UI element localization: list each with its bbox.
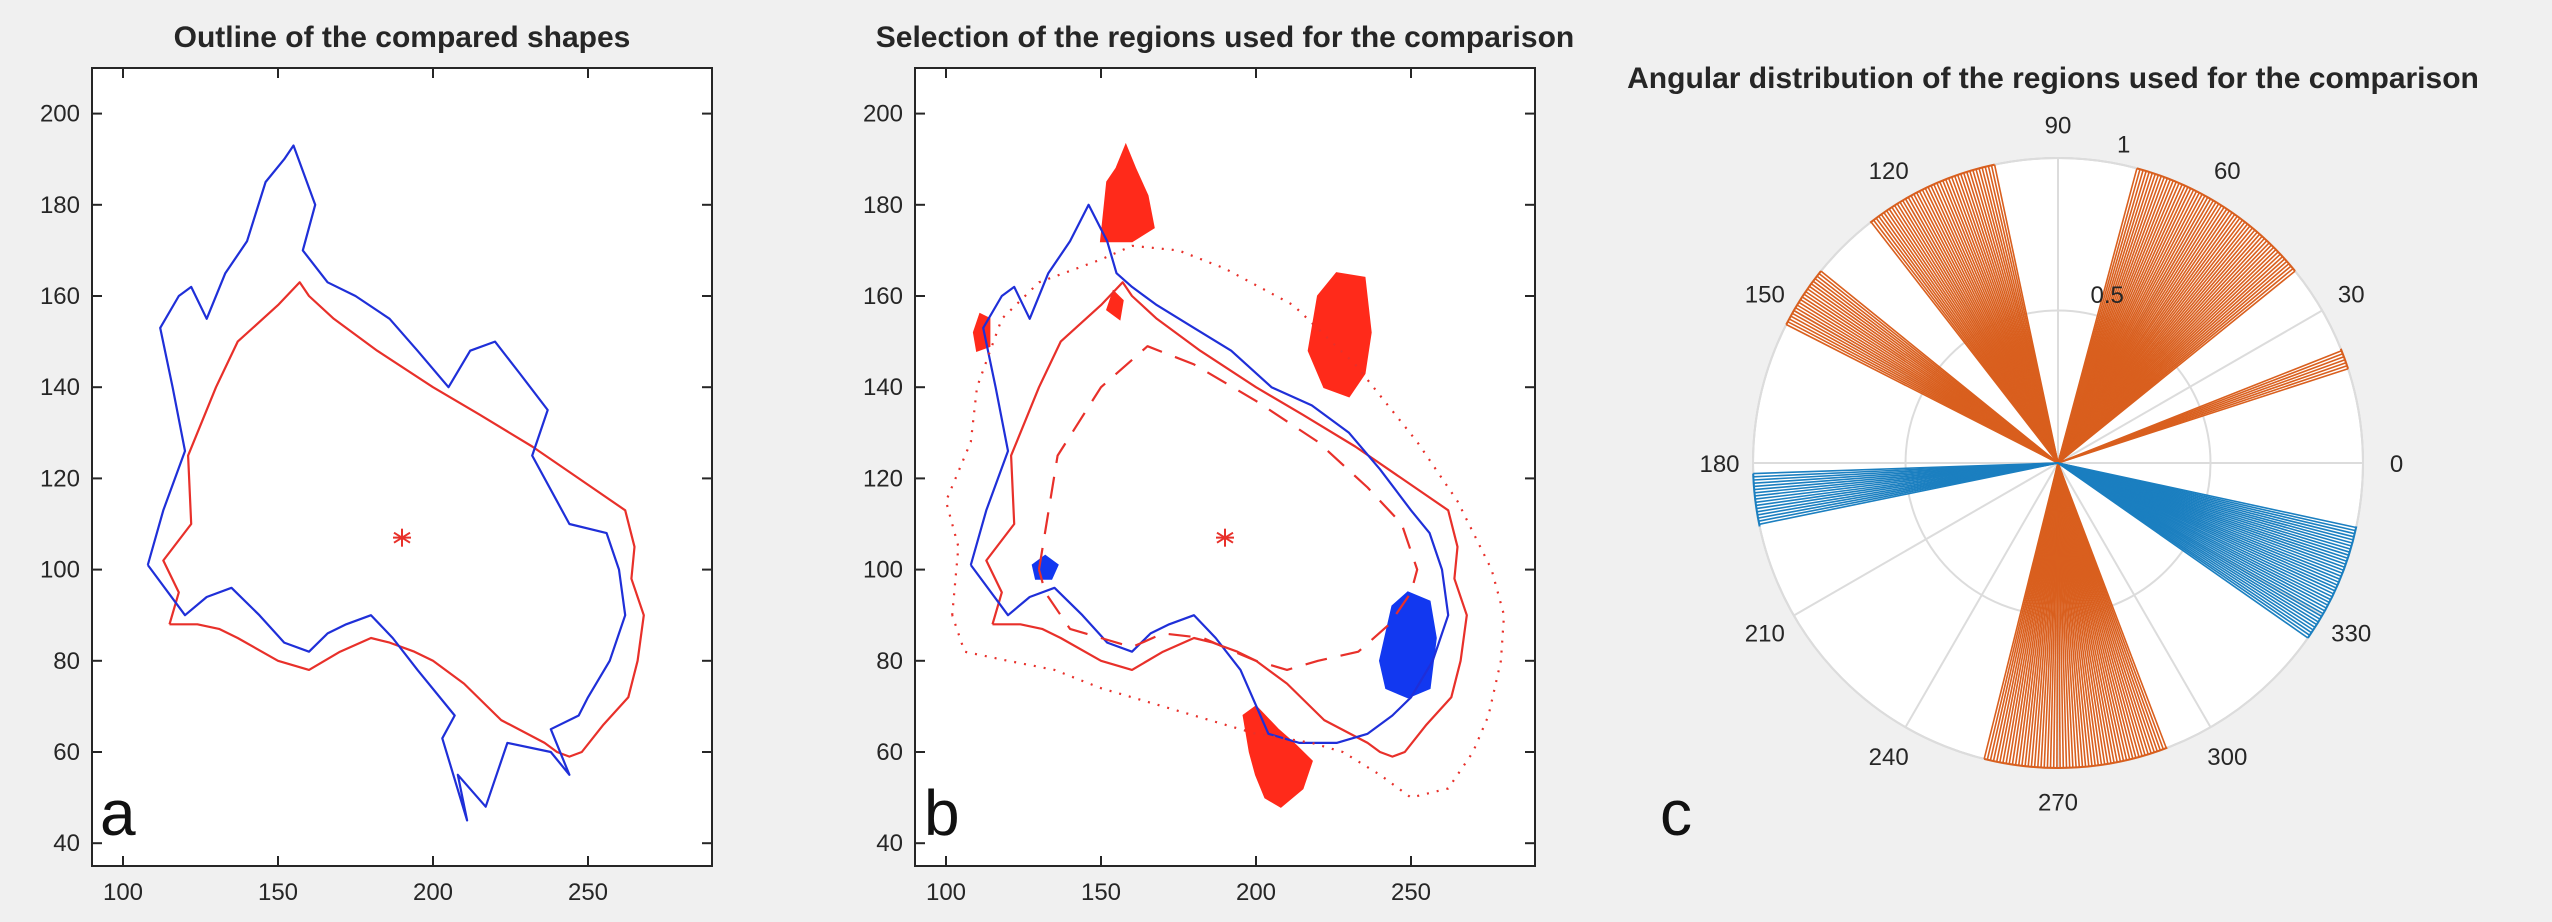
polar-sector-3 (2057, 348, 2350, 464)
panel-a-series-line-1 (146, 144, 627, 822)
panel-b-region-4 (1242, 705, 1313, 808)
polar-theta-label: 0 (2390, 451, 2403, 478)
panel-a-centroid-marker (393, 528, 411, 547)
panel-a-xtick-label: 100 (103, 879, 143, 906)
panel-a-series (146, 144, 645, 822)
panel-c-polar-axes: 0 30 60 90 120 150 180 210 240 270 300 330 0.5 1 (1699, 112, 2403, 816)
polar-theta-label: 210 (1745, 620, 1785, 647)
panel-letter-c: c (1660, 777, 1692, 849)
panel-b-ytick-label: 120 (863, 465, 903, 492)
panel-b-series-line-1 (969, 203, 1450, 745)
polar-theta-gridline (1793, 462, 2059, 617)
polar-theta-label: 150 (1745, 282, 1785, 309)
polar-theta-label: 180 (1699, 451, 1739, 478)
panel-b-series-line-3 (944, 244, 1506, 799)
polar-r-label: 0.5 (2091, 282, 2124, 309)
polar-sector-0 (2057, 167, 2296, 464)
polar-theta-label: 270 (2038, 790, 2078, 817)
panel-b-region-6 (1378, 591, 1437, 699)
panel-b-ticks: 100 150 200 250 40 60 80 100 120 140 160 180 200 (863, 68, 1535, 906)
panel-b-region-0 (1099, 142, 1155, 243)
panel-b-ytick-label: 80 (876, 648, 903, 675)
panel-b-title: Selection of the regions used for the co… (876, 21, 1574, 54)
panel-a-ytick-label: 60 (53, 739, 80, 766)
panel-a-outline-plot: Outline of the compared shapes 100 150 200… (40, 21, 713, 906)
polar-theta-label: 240 (1869, 744, 1909, 771)
panel-a-ytick-label: 180 (40, 192, 80, 219)
panel-a-ytick-label: 80 (53, 648, 80, 675)
panel-b-selection-plot: Selection of the regions used for the co… (863, 21, 1574, 906)
polar-theta-label: 300 (2207, 744, 2247, 771)
polar-sector-1 (1869, 163, 2059, 464)
panel-b-ytick-label: 60 (876, 739, 903, 766)
polar-sector-2 (1785, 270, 2059, 464)
polar-theta-label: 330 (2331, 620, 2371, 647)
panel-a-ytick-label: 40 (53, 830, 80, 857)
polar-sector-4 (1983, 462, 2168, 769)
panel-b-xtick-label: 150 (1081, 879, 1121, 906)
panel-a-series-line-0 (162, 281, 645, 758)
panel-a-xtick-label: 150 (258, 879, 298, 906)
panel-b-xtick-label: 100 (926, 879, 966, 906)
panel-b-ytick-label: 140 (863, 374, 903, 401)
panel-b-ytick-label: 200 (863, 101, 903, 128)
panel-b-series (944, 203, 1506, 799)
polar-theta-label: 30 (2338, 282, 2365, 309)
panel-a-ytick-label: 200 (40, 101, 80, 128)
panel-a-ytick-label: 120 (40, 465, 80, 492)
panel-b-axes (914, 67, 1536, 867)
panel-letter-a: a (100, 777, 136, 849)
panel-c-title: Angular distribution of the regions used… (1627, 62, 2479, 95)
panel-a-ytick-label: 140 (40, 374, 80, 401)
polar-theta-label: 120 (1869, 158, 1909, 185)
polar-theta-gridline (2057, 462, 2212, 728)
panel-b-region-3 (1106, 289, 1124, 321)
polar-theta-gridline (2057, 309, 2323, 464)
panel-b-ytick-label: 40 (876, 830, 903, 857)
panel-b-centroid-marker (1216, 528, 1234, 547)
panel-b-xtick-label: 250 (1391, 879, 1431, 906)
polar-theta-label: 60 (2214, 158, 2241, 185)
polar-theta-gridline (1904, 462, 2059, 728)
panel-b-series-line-2 (1037, 345, 1419, 672)
panel-c-polar-plot: Angular distribution of the regions used… (1627, 62, 2479, 849)
polar-sector-6 (2057, 462, 2358, 639)
panel-a-axes (91, 67, 713, 867)
panel-b-ytick-label: 100 (863, 557, 903, 584)
panel-letter-b: b (924, 777, 960, 849)
polar-r-label: 1 (2117, 132, 2130, 159)
polar-sector-5 (1752, 462, 2059, 527)
panel-a-ticks: 100 150 200 250 40 60 80 100 120 140 160 180 200 (40, 68, 712, 906)
polar-theta-label: 90 (2045, 112, 2072, 139)
panel-b-xtick-label: 200 (1236, 879, 1276, 906)
panel-a-ytick-label: 100 (40, 557, 80, 584)
panel-b-series-line-0 (985, 281, 1468, 758)
panel-a-title: Outline of the compared shapes (174, 21, 631, 54)
panel-b-ytick-label: 180 (863, 192, 903, 219)
panel-a-ytick-label: 160 (40, 283, 80, 310)
panel-a-xtick-label: 250 (568, 879, 608, 906)
panel-b-ytick-label: 160 (863, 283, 903, 310)
panel-a-xtick-label: 200 (413, 879, 453, 906)
